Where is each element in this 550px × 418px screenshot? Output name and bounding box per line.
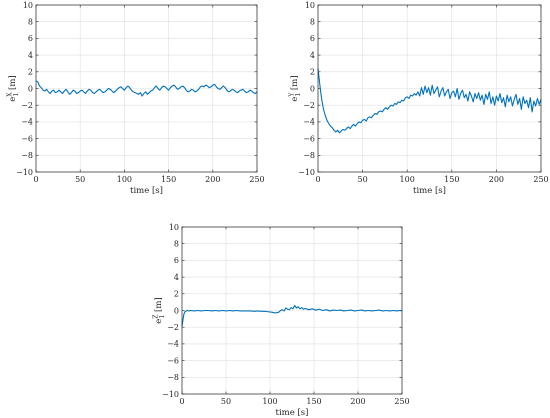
y-tick-label: 4 bbox=[310, 51, 315, 60]
y-label-superscript: Y bbox=[289, 92, 296, 98]
x-axis-label: time [s] bbox=[130, 186, 163, 196]
y-label-superscript: Z bbox=[153, 315, 160, 319]
y-tick-label: −8 bbox=[21, 151, 33, 160]
x-tick-label: 100 bbox=[400, 175, 415, 184]
y-tick-label: −4 bbox=[21, 118, 33, 127]
y-label-unit: [m] bbox=[8, 75, 18, 92]
y-tick-label: −10 bbox=[16, 168, 33, 177]
series-line-1 bbox=[35, 80, 258, 97]
series-line-1 bbox=[317, 68, 542, 134]
y-label-unit: [m] bbox=[290, 75, 300, 92]
y-tick-label: 0 bbox=[310, 84, 315, 93]
y-label-subscript: 1 bbox=[13, 93, 20, 97]
x-tick-label: 0 bbox=[315, 175, 320, 184]
y-tick-label: −4 bbox=[303, 118, 315, 127]
x-tick-label: 50 bbox=[221, 397, 231, 406]
axes-frame bbox=[181, 226, 403, 395]
y-axis-label: eZ1 [m] bbox=[153, 297, 167, 323]
x-tick-label: 250 bbox=[394, 397, 409, 406]
y-label-superscript: X bbox=[7, 92, 14, 97]
y-tick-label: 4 bbox=[28, 51, 33, 60]
y-tick-label: 10 bbox=[23, 1, 33, 10]
y-tick-label: 8 bbox=[28, 18, 33, 27]
y-tick-label: 6 bbox=[28, 34, 33, 43]
x-axis-label: time [s] bbox=[276, 408, 309, 418]
y-tick-label: −8 bbox=[303, 151, 315, 160]
series-line-1 bbox=[181, 304, 403, 327]
y-tick-label: −8 bbox=[167, 373, 179, 382]
x-tick-label: 200 bbox=[205, 175, 220, 184]
y-tick-label: 2 bbox=[174, 290, 179, 299]
y-tick-label: 10 bbox=[169, 223, 179, 232]
x-tick-label: 100 bbox=[117, 175, 132, 184]
y-tick-label: 8 bbox=[310, 18, 315, 27]
axes-frame bbox=[317, 4, 542, 173]
x-tick-label: 0 bbox=[33, 175, 38, 184]
y-tick-label: 10 bbox=[305, 1, 315, 10]
y-tick-label: −2 bbox=[303, 101, 315, 110]
y-label-subscript: 1 bbox=[159, 315, 166, 319]
x-tick-label: 250 bbox=[249, 175, 264, 184]
x-tick-label: 200 bbox=[350, 397, 365, 406]
y-axis-label: eX1 [m] bbox=[7, 75, 21, 102]
y-label-base: e bbox=[290, 97, 300, 102]
y-tick-label: 6 bbox=[310, 34, 315, 43]
y-tick-label: 0 bbox=[174, 306, 179, 315]
y-label-unit: [m] bbox=[154, 297, 164, 314]
y-tick-label: 6 bbox=[174, 256, 179, 265]
y-tick-label: −6 bbox=[21, 134, 33, 143]
y-tick-label: −2 bbox=[167, 323, 179, 332]
y-tick-label: 4 bbox=[174, 273, 179, 282]
axes-frame bbox=[35, 4, 258, 173]
x-tick-label: 150 bbox=[306, 397, 321, 406]
y-tick-label: 8 bbox=[174, 240, 179, 249]
y-tick-label: −10 bbox=[298, 168, 315, 177]
x-tick-label: 200 bbox=[489, 175, 504, 184]
x-tick-label: 0 bbox=[179, 397, 184, 406]
y-tick-label: −4 bbox=[167, 340, 179, 349]
y-tick-label: −2 bbox=[21, 101, 33, 110]
y-label-base: e bbox=[154, 319, 164, 324]
y-tick-label: −6 bbox=[303, 134, 315, 143]
y-tick-label: 2 bbox=[310, 68, 315, 77]
x-tick-label: 150 bbox=[444, 175, 459, 184]
x-tick-label: 50 bbox=[358, 175, 368, 184]
x-tick-label: 250 bbox=[533, 175, 548, 184]
y-label-subscript: 1 bbox=[295, 93, 302, 97]
x-tick-label: 100 bbox=[262, 397, 277, 406]
x-axis-label: time [s] bbox=[413, 186, 446, 196]
chart-panel-1: 0 50 100 150 200 250 −10 −8 −6 −4 −2 0 2 4 6 8 10 time [s… bbox=[7, 1, 265, 196]
chart-panel-3: 0 50 100 150 200 250 −10 −8 −6 −4 −2 0 2 4 6 8 10 time [s… bbox=[153, 223, 410, 418]
y-tick-label: 0 bbox=[28, 84, 33, 93]
y-tick-label: 2 bbox=[28, 68, 33, 77]
x-tick-label: 50 bbox=[75, 175, 85, 184]
y-label-base: e bbox=[8, 97, 18, 102]
y-tick-label: −10 bbox=[162, 390, 179, 399]
y-tick-label: −6 bbox=[167, 356, 179, 365]
y-axis-label: eY1 [m] bbox=[289, 75, 303, 101]
chart-panel-2: 0 50 100 150 200 250 −10 −8 −6 −4 −2 0 2 4 6 8 10 time [s… bbox=[289, 1, 549, 196]
x-tick-label: 150 bbox=[161, 175, 176, 184]
